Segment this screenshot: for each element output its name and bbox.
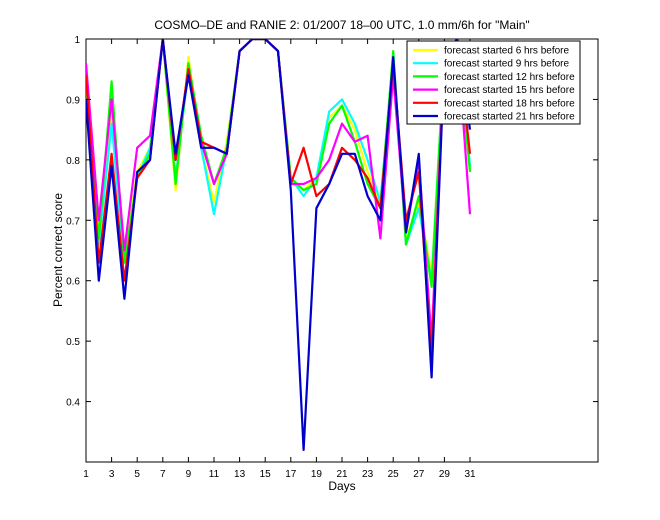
x-tick-label: 3 bbox=[109, 469, 115, 480]
legend-label-5: forecast started 18 hrs before bbox=[444, 98, 575, 109]
legend-label-3: forecast started 12 hrs before bbox=[444, 72, 575, 83]
x-tick-label: 1 bbox=[83, 469, 89, 480]
y-tick-label: 0.4 bbox=[66, 398, 80, 409]
series-line-6 bbox=[86, 39, 472, 451]
y-tick-label: 0.8 bbox=[66, 156, 80, 167]
chart-title: COSMO–DE and RANIE 2: 01/2007 18–00 UTC,… bbox=[154, 18, 529, 32]
y-axis-ticks: 0.4 0.5 0.6 0.7 0.8 0.9 1 bbox=[66, 35, 598, 409]
y-tick-label: 0.6 bbox=[66, 277, 80, 288]
legend: forecast started 6 hrs before forecast st… bbox=[406, 40, 581, 125]
x-tick-label: 23 bbox=[362, 469, 374, 480]
y-tick-label: 0.7 bbox=[66, 216, 80, 227]
x-tick-label: 21 bbox=[336, 469, 348, 480]
y-axis-title: Percent correct score bbox=[51, 193, 65, 307]
x-tick-label: 19 bbox=[311, 469, 323, 480]
x-tick-label: 31 bbox=[464, 469, 476, 480]
x-tick-label: 25 bbox=[388, 469, 400, 480]
x-tick-label: 5 bbox=[134, 469, 140, 480]
x-tick-label: 15 bbox=[260, 469, 272, 480]
legend-box bbox=[406, 40, 581, 125]
x-tick-label: 29 bbox=[439, 469, 451, 480]
y-tick-label: 1 bbox=[74, 35, 80, 46]
legend-label-6: forecast started 21 hrs before bbox=[444, 112, 575, 123]
x-tick-label: 7 bbox=[160, 469, 166, 480]
series-layer bbox=[86, 39, 472, 451]
x-tick-label: 27 bbox=[413, 469, 425, 480]
y-tick-label: 0.9 bbox=[66, 95, 80, 106]
x-tick-label: 13 bbox=[234, 469, 246, 480]
legend-label-1: forecast started 6 hrs before bbox=[444, 46, 570, 57]
x-tick-label: 11 bbox=[209, 469, 220, 480]
x-tick-label: 17 bbox=[285, 469, 297, 480]
x-axis-ticks: 1 3 5 7 9 11 13 15 17 19 21 23 25 27 29 31 bbox=[83, 39, 476, 480]
legend-label-2: forecast started 9 hrs before bbox=[444, 59, 570, 70]
x-tick-label: 9 bbox=[186, 469, 192, 480]
x-axis-title: Days bbox=[328, 479, 355, 493]
legend-label-4: forecast started 15 hrs before bbox=[444, 85, 575, 96]
y-tick-label: 0.5 bbox=[66, 337, 80, 348]
